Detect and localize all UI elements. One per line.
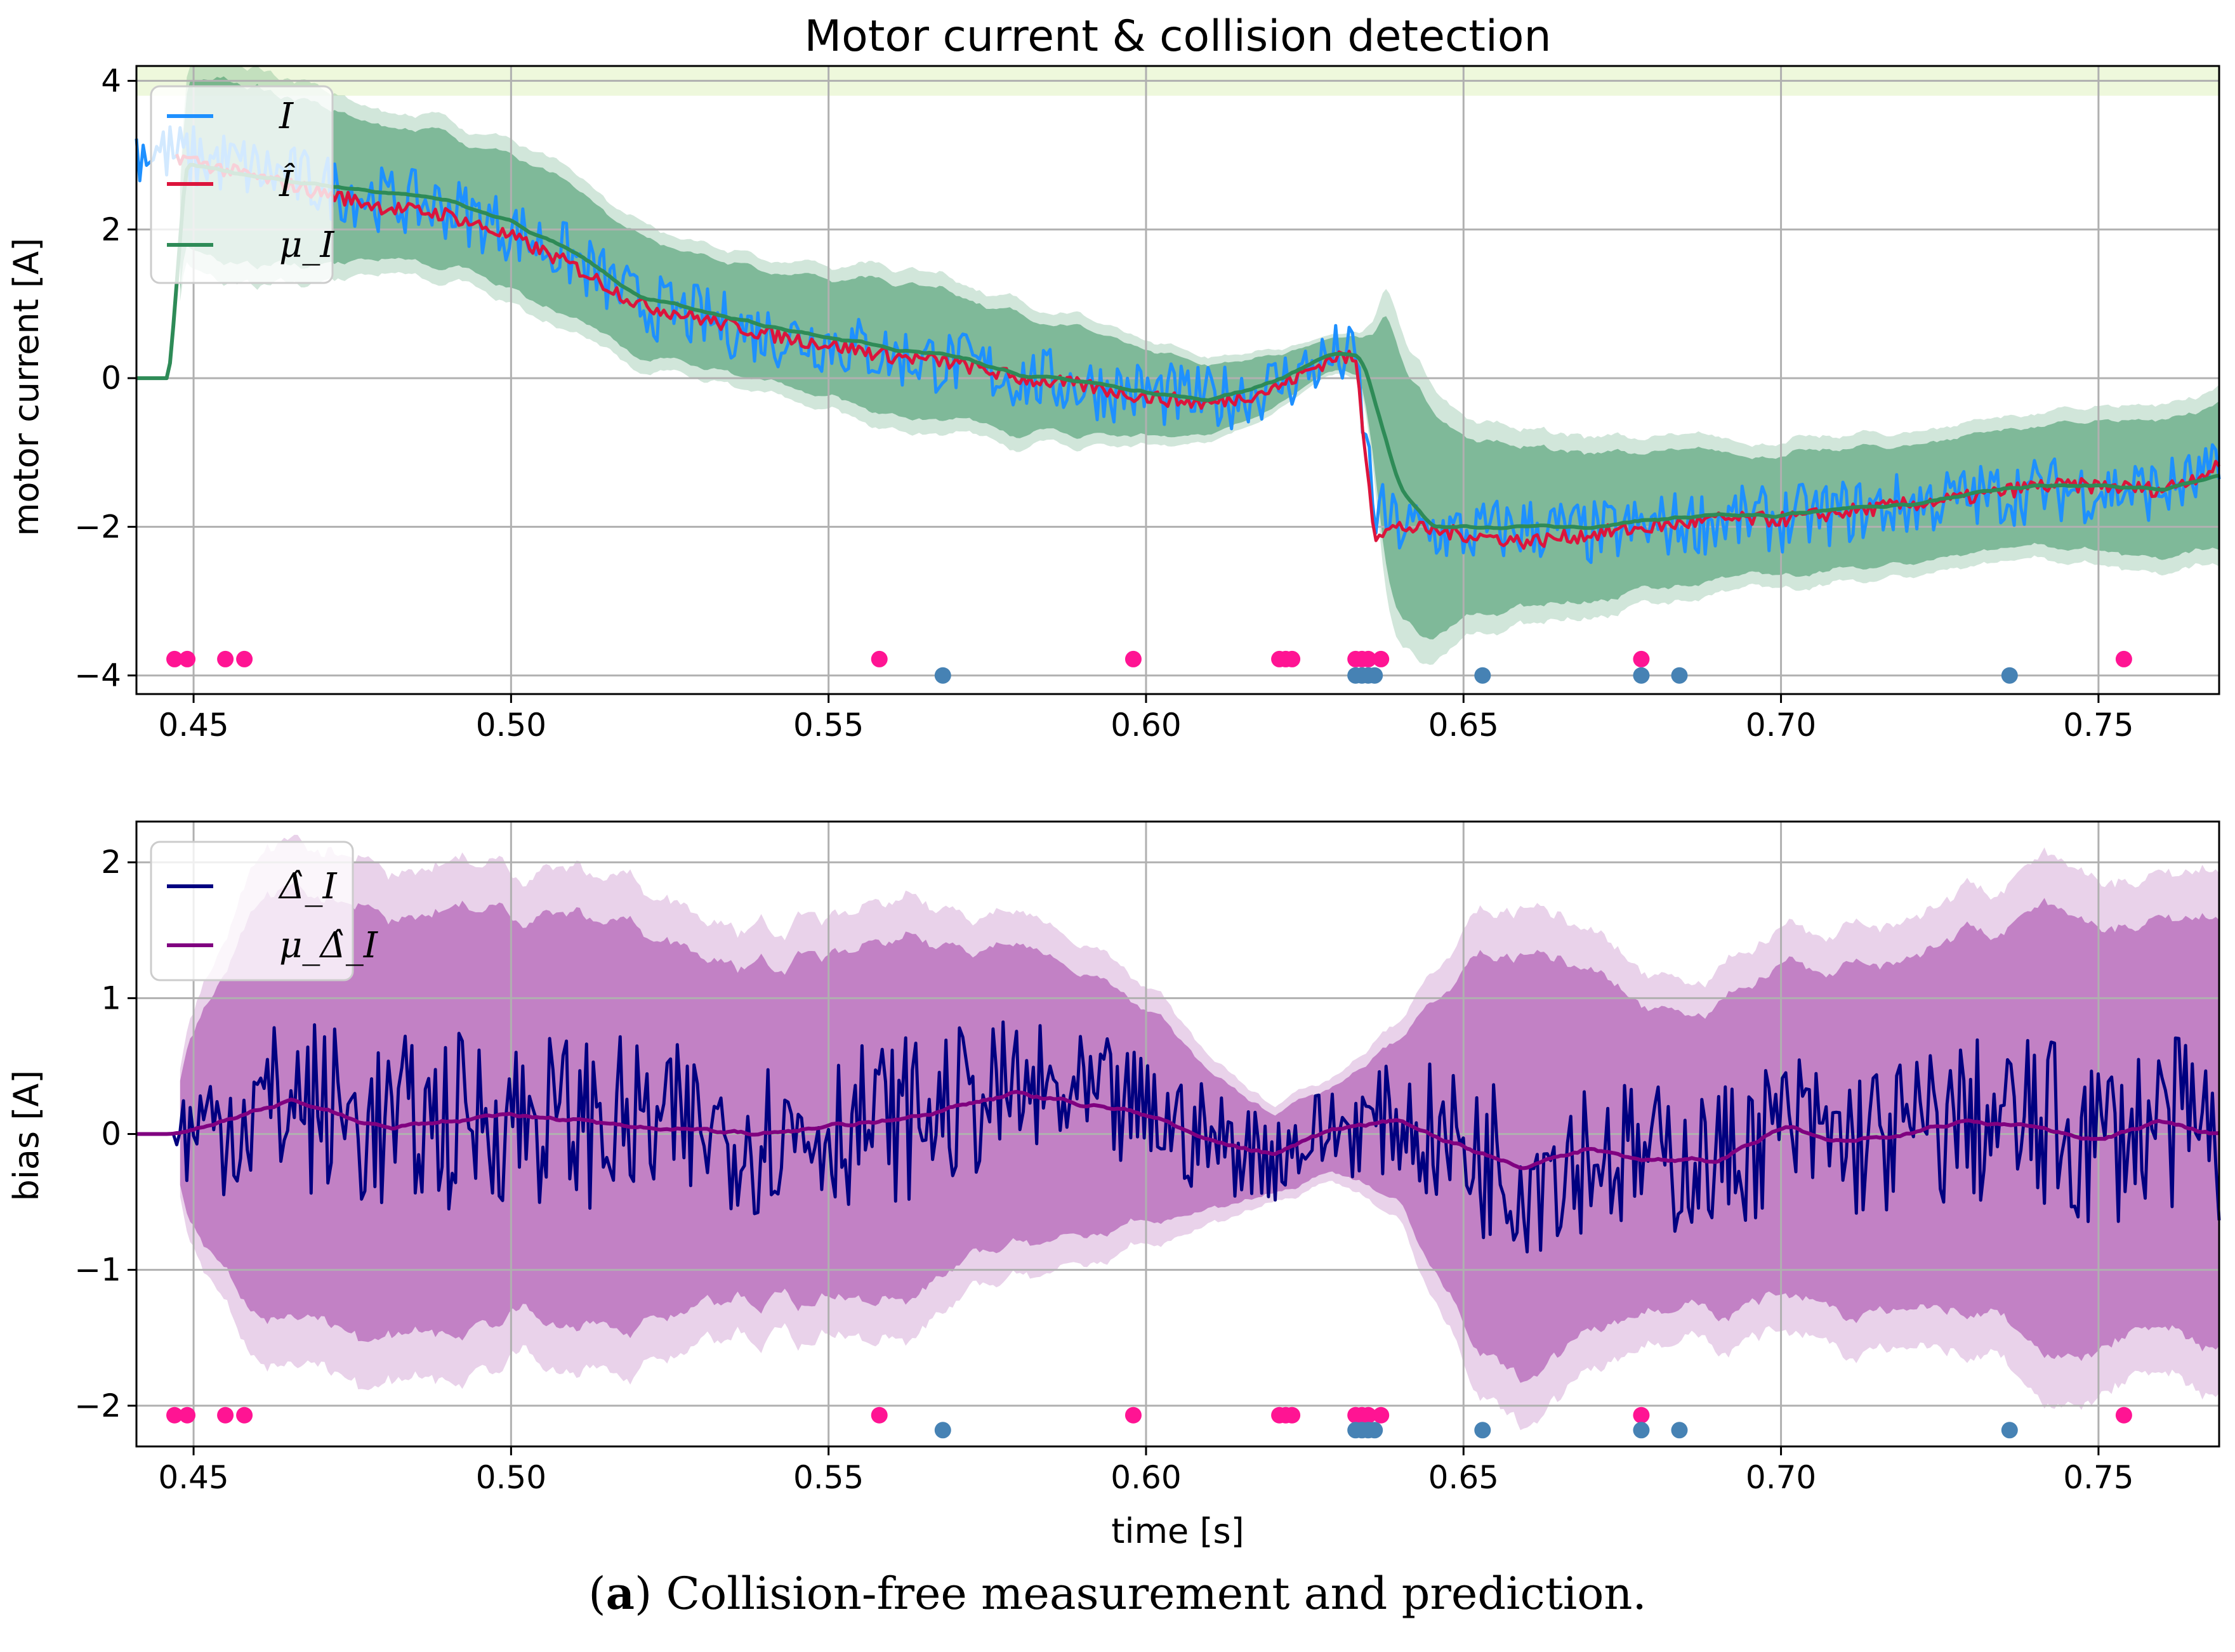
y-tick-label: 2 [101, 844, 121, 881]
x-tick-label: 0.50 [476, 1459, 546, 1496]
series-line-measurement [135, 125, 2221, 564]
series-line-mean [136, 1090, 2220, 1170]
y-tick-label: 1 [101, 980, 121, 1016]
collision-marker [236, 650, 253, 667]
legend: Δ̂_I μ_Δ̂_I [150, 841, 379, 981]
x-tick-label: 0.65 [1428, 707, 1499, 744]
collision-marker [166, 1406, 183, 1424]
y-tick-label: −2 [74, 508, 121, 545]
x-tick-label: 0.60 [1111, 707, 1181, 744]
confidence-band-inner [180, 76, 2219, 639]
caption-label: a [605, 1567, 635, 1620]
collision-marker [179, 650, 196, 667]
x-tick-label: 0.50 [476, 707, 546, 744]
legend-label-mu-delta: μ_Δ̂_I [279, 925, 379, 966]
detection-marker [934, 667, 951, 684]
collision-marker [1373, 1406, 1390, 1424]
collision-marker [179, 1406, 196, 1424]
detection-marker [1366, 1422, 1383, 1439]
x-tick-label: 0.75 [2063, 1459, 2133, 1496]
collision-marker [236, 1406, 253, 1424]
detection-marker [1474, 1422, 1491, 1439]
legend-label-I-hat: Î [279, 162, 296, 205]
figure-caption: (a) Collision-free measurement and predi… [0, 1567, 2235, 1620]
collision-marker [1633, 1406, 1650, 1424]
x-tick-label: 0.55 [793, 707, 864, 744]
y-tick-label: 4 [101, 62, 121, 99]
collision-marker [1124, 1406, 1142, 1424]
detection-marker [2001, 667, 2018, 684]
x-tick-label: 0.75 [2063, 707, 2133, 744]
x-tick-label: 0.45 [158, 1459, 228, 1496]
legend-label-I: I [279, 96, 294, 137]
collision-marker [2115, 650, 2132, 667]
plot-frame [135, 65, 2220, 695]
y-tick-label: −2 [74, 1387, 121, 1424]
x-tick-label: 0.70 [1746, 1459, 1816, 1496]
x-tick-label: 0.65 [1428, 1459, 1499, 1496]
collision-marker [1373, 650, 1390, 667]
y-tick-label: 2 [101, 211, 121, 248]
chart-title: Motor current & collision detection [804, 11, 1551, 62]
collision-marker [1284, 1406, 1301, 1424]
collision-marker [1360, 1406, 1377, 1424]
detection-marker [2001, 1422, 2018, 1439]
x-tick-label: 0.55 [793, 1459, 864, 1496]
collision-marker [871, 1406, 888, 1424]
collision-marker [871, 650, 888, 667]
x-tick-label: 0.60 [1111, 1459, 1181, 1496]
collision-marker [217, 1406, 234, 1424]
y-axis-label: motor current [A] [6, 238, 46, 536]
collision-marker [1633, 650, 1650, 667]
collision-marker [166, 650, 183, 667]
detection-marker [1366, 667, 1383, 684]
caption-text: Collision-free measurement and predictio… [666, 1568, 1647, 1620]
collision-marker [1360, 650, 1377, 667]
legend-label-mu-I: μ_I [279, 225, 335, 266]
top-panel-motor-current: Motor current & collision detection moto… [6, 11, 2221, 744]
detection-marker [1671, 667, 1688, 684]
y-axis-label: bias [A] [6, 1070, 46, 1202]
detection-marker [1633, 667, 1650, 684]
x-tick-label: 0.70 [1746, 707, 1816, 744]
collision-marker [1124, 650, 1142, 667]
detection-marker [1633, 1422, 1650, 1439]
legend: I Î μ_I [150, 85, 335, 284]
series-line-mean [136, 162, 2220, 530]
caption-close: ) [634, 1568, 666, 1620]
collision-marker [2115, 1406, 2132, 1424]
y-tick-label: 0 [101, 1116, 121, 1153]
caption-open: ( [588, 1568, 606, 1620]
x-axis-label: time [s] [1111, 1511, 1244, 1551]
y-tick-label: −4 [74, 657, 121, 694]
collision-marker [1284, 650, 1301, 667]
y-tick-label: −1 [74, 1252, 121, 1288]
detection-marker [1671, 1422, 1688, 1439]
bottom-panel-bias: bias [A] time [s] 0.45 0.50 0.55 0.60 0.65 0.… [6, 820, 2221, 1551]
series-line-measurement [136, 1020, 2221, 1254]
detection-marker [1474, 667, 1491, 684]
collision-marker [217, 650, 234, 667]
x-tick-label: 0.45 [158, 707, 228, 744]
detection-marker [934, 1422, 951, 1439]
legend-label-delta: Δ̂_I [278, 866, 338, 907]
y-tick-label: 0 [101, 360, 121, 397]
